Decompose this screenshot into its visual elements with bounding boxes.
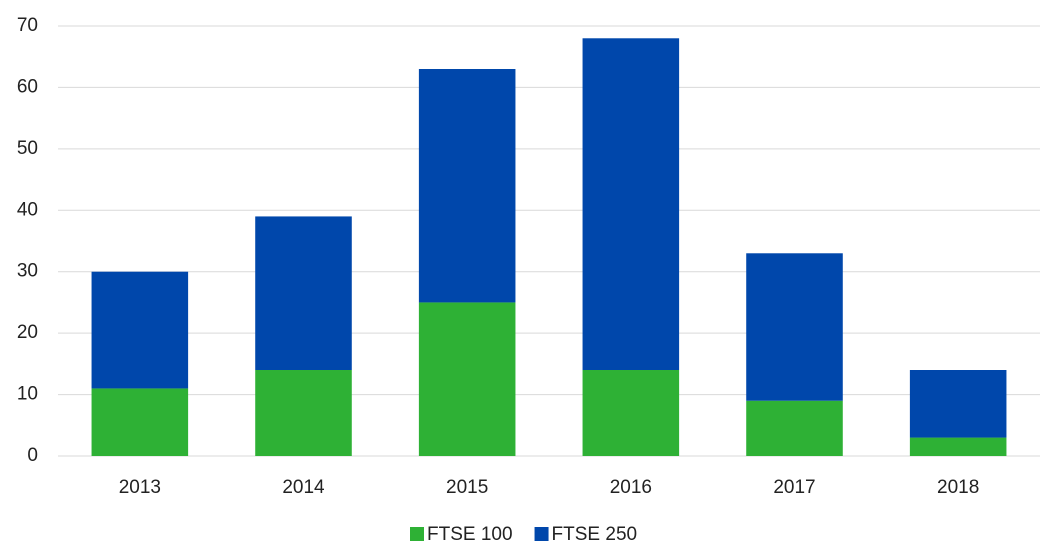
y-tick-label: 40 <box>17 199 38 220</box>
bar-segment <box>418 302 516 456</box>
bar-segment <box>909 437 1007 456</box>
x-tick-label: 2015 <box>446 477 488 498</box>
legend-label: FTSE 100 <box>427 524 513 543</box>
y-tick-label: 20 <box>17 322 38 343</box>
bar-segment <box>91 388 189 456</box>
bar-segment <box>582 38 680 371</box>
legend-swatch <box>410 527 424 541</box>
bar-segment <box>909 370 1007 438</box>
y-tick-label: 60 <box>17 76 38 97</box>
y-tick-label: 30 <box>17 261 38 282</box>
legend-swatch <box>534 527 549 541</box>
legend-label: FTSE 250 <box>552 524 638 543</box>
x-tick-label: 2018 <box>937 477 979 498</box>
bar-segment <box>255 370 352 456</box>
bar-segment <box>582 370 680 456</box>
y-tick-label: 70 <box>17 15 38 36</box>
bar-segment <box>91 271 189 389</box>
y-tick-label: 0 <box>27 445 38 466</box>
x-tick-label: 2014 <box>282 477 325 498</box>
bar-segment <box>255 216 352 370</box>
bar-segment <box>746 400 843 456</box>
x-tick-label: 2013 <box>119 477 161 498</box>
y-tick-label: 50 <box>17 138 38 159</box>
x-tick-label: 2016 <box>610 477 652 498</box>
x-tick-label: 2017 <box>773 477 815 498</box>
bar-segment <box>746 253 843 401</box>
y-tick-label: 10 <box>17 384 38 405</box>
bar-segment <box>418 69 516 303</box>
